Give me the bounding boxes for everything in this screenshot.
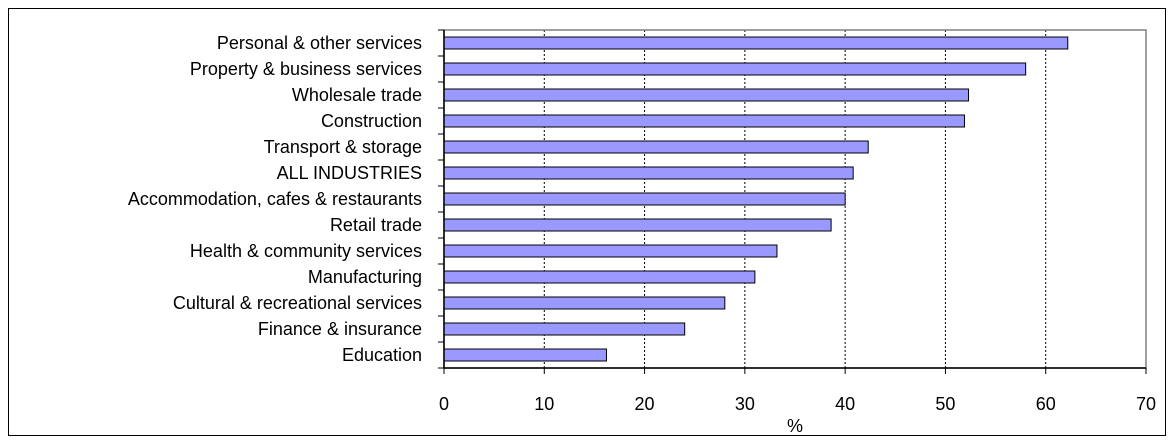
bars [443, 36, 1069, 362]
category-label: Education [342, 345, 422, 365]
x-tick-label: 50 [935, 394, 955, 414]
category-label: Transport & storage [264, 137, 422, 157]
category-label: Property & business services [190, 59, 422, 79]
bar [443, 166, 854, 180]
bar [443, 296, 726, 310]
bar [443, 244, 778, 258]
x-axis-title: % [787, 416, 803, 436]
category-labels: Personal & other services Property & busi… [128, 33, 422, 365]
category-label: Accommodation, cafes & restaurants [128, 189, 422, 209]
bar [443, 322, 686, 336]
x-tick-label: 40 [835, 394, 855, 414]
x-tick-label: 60 [1036, 394, 1056, 414]
bar [443, 192, 846, 206]
category-label: Finance & insurance [258, 319, 422, 339]
category-label: Construction [321, 111, 422, 131]
bar [443, 270, 756, 284]
category-label: ALL INDUSTRIES [277, 163, 422, 183]
x-tick-label: 30 [735, 394, 755, 414]
bar [443, 88, 969, 102]
category-label: Wholesale trade [292, 85, 422, 105]
bar [443, 36, 1069, 50]
x-tick-label: 10 [534, 394, 554, 414]
category-label: Health & community services [190, 241, 422, 261]
bar [443, 140, 869, 154]
x-tick-label: 20 [635, 394, 655, 414]
bar [443, 218, 832, 232]
bar [443, 62, 1027, 76]
bar [443, 114, 965, 128]
x-tick-label: 70 [1136, 394, 1156, 414]
bar [443, 348, 607, 362]
category-label: Manufacturing [308, 267, 422, 287]
x-tick-labels: 0 10 20 30 40 50 60 70 [439, 394, 1156, 414]
axes [438, 29, 1147, 374]
category-label: Retail trade [330, 215, 422, 235]
category-label: Cultural & recreational services [173, 293, 422, 313]
x-tick-label: 0 [439, 394, 449, 414]
category-label: Personal & other services [217, 33, 422, 53]
